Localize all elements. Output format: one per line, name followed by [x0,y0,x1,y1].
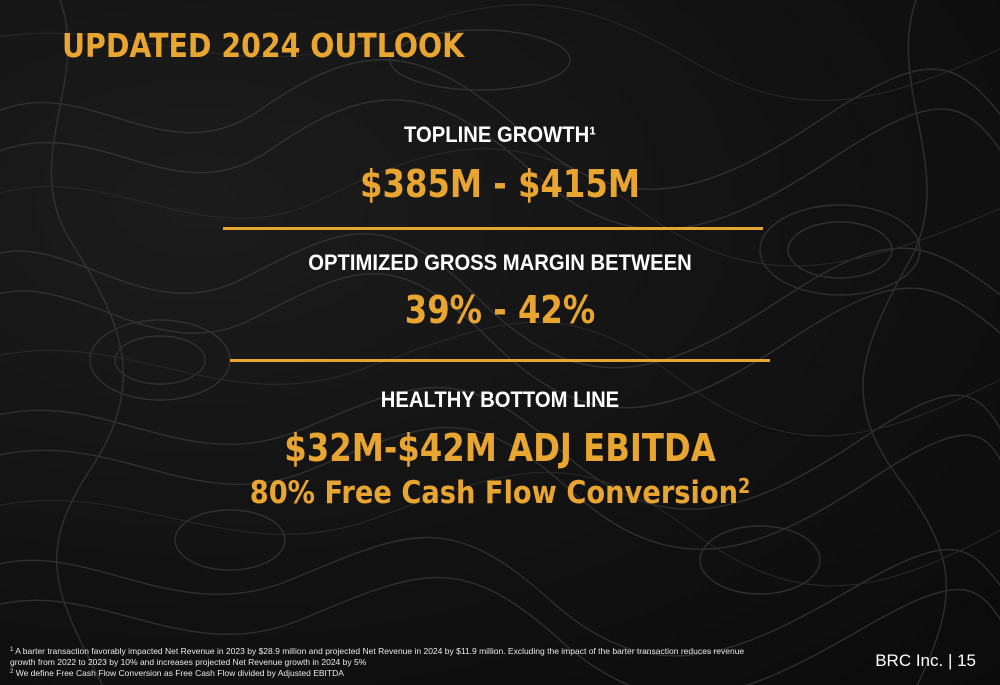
gross-margin-section: OPTIMIZED GROSS MARGIN BETWEEN [0,250,1000,276]
gross-margin-heading: OPTIMIZED GROSS MARGIN BETWEEN [308,250,692,275]
slide-title: UPDATED 2024 OUTLOOK [62,26,465,65]
fcf-conversion-row: 80% Free Cash Flow Conversion2 [0,474,1000,511]
footnote-1-text: A barter transaction favorably impacted … [10,646,745,667]
page-label: BRC Inc. | 15 [875,651,976,670]
fcf-footnote-mark: 2 [738,474,751,498]
topline-growth-value-row: $385M - $415M [0,162,1000,206]
topline-growth-heading: TOPLINE GROWTH¹ [404,122,596,147]
fcf-conversion-text: 80% Free Cash Flow Conversion [249,475,739,511]
bottom-line-heading: HEALTHY BOTTOM LINE [380,387,620,412]
divider-2 [230,359,770,362]
gross-margin-value-row: 39% - 42% [0,288,1000,332]
footnote-2-text: We define Free Cash Flow Conversion as F… [13,668,344,678]
footnotes: 1 A barter transaction favorably impacte… [10,645,770,679]
fcf-conversion-value: 80% Free Cash Flow Conversion2 [60,474,940,511]
adj-ebitda-value: $32M-$42M ADJ EBITDA [284,426,716,470]
footnote-1-mark: 1 [10,647,14,653]
divider-1 [223,227,763,230]
footnote-2-mark: 2 [10,669,14,675]
footnote-2: 2 We define Free Cash Flow Conversion as… [10,667,770,679]
bottom-line-section: HEALTHY BOTTOM LINE [0,387,1000,413]
footnote-1: 1 A barter transaction favorably impacte… [10,645,770,667]
topline-growth-section: TOPLINE GROWTH¹ [0,122,1000,148]
adj-ebitda-value-row: $32M-$42M ADJ EBITDA [0,426,1000,470]
gross-margin-value: 39% - 42% [404,288,596,332]
topline-growth-value: $385M - $415M [360,162,640,206]
